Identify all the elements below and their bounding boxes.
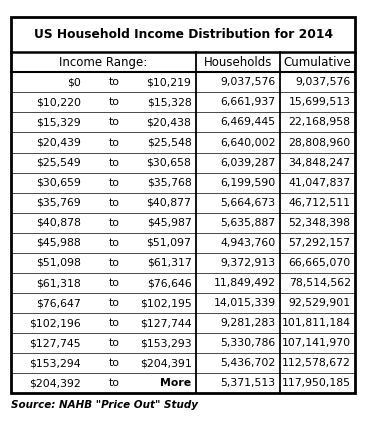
Text: to: to — [109, 378, 120, 388]
Text: 66,665,070: 66,665,070 — [288, 258, 351, 268]
Text: 57,292,157: 57,292,157 — [289, 238, 351, 248]
Text: 6,199,590: 6,199,590 — [220, 178, 276, 187]
Text: $10,219: $10,219 — [146, 77, 191, 87]
Text: 5,330,786: 5,330,786 — [220, 338, 276, 348]
Text: 6,469,445: 6,469,445 — [220, 117, 276, 127]
Text: $0: $0 — [67, 77, 81, 87]
Text: 46,712,511: 46,712,511 — [289, 198, 351, 208]
Text: $25,548: $25,548 — [147, 138, 191, 147]
Text: US Household Income Distribution for 2014: US Household Income Distribution for 201… — [34, 28, 332, 41]
Text: to: to — [109, 198, 120, 208]
Text: $25,549: $25,549 — [37, 157, 81, 168]
Text: $153,294: $153,294 — [30, 358, 81, 369]
Text: to: to — [109, 138, 120, 147]
Text: $40,878: $40,878 — [36, 218, 81, 228]
Text: $45,987: $45,987 — [147, 218, 191, 228]
Text: $35,769: $35,769 — [37, 198, 81, 208]
Text: $127,744: $127,744 — [140, 318, 191, 328]
Text: $204,392: $204,392 — [30, 378, 81, 388]
Text: $153,293: $153,293 — [140, 338, 191, 348]
Text: $127,745: $127,745 — [30, 338, 81, 348]
Text: $61,318: $61,318 — [37, 278, 81, 288]
Text: 117,950,185: 117,950,185 — [281, 378, 351, 388]
Text: 9,372,913: 9,372,913 — [220, 258, 276, 268]
Text: 112,578,672: 112,578,672 — [282, 358, 351, 369]
Text: to: to — [109, 238, 120, 248]
Text: $102,195: $102,195 — [140, 298, 191, 308]
Text: 11,849,492: 11,849,492 — [214, 278, 276, 288]
Text: to: to — [109, 338, 120, 348]
Text: $76,647: $76,647 — [37, 298, 81, 308]
Text: 5,635,887: 5,635,887 — [220, 218, 276, 228]
Text: $61,317: $61,317 — [147, 258, 191, 268]
Text: $45,988: $45,988 — [37, 238, 81, 248]
Text: $30,658: $30,658 — [146, 157, 191, 168]
Text: to: to — [109, 258, 120, 268]
Text: to: to — [109, 178, 120, 187]
Text: $15,328: $15,328 — [147, 97, 191, 108]
Text: 9,281,283: 9,281,283 — [220, 318, 276, 328]
Text: $10,220: $10,220 — [36, 97, 81, 108]
Text: More: More — [160, 378, 191, 388]
Text: $20,439: $20,439 — [36, 138, 81, 147]
Text: 101,811,184: 101,811,184 — [281, 318, 351, 328]
Text: 4,943,760: 4,943,760 — [220, 238, 276, 248]
Text: Income Range:: Income Range: — [59, 56, 147, 69]
Text: $15,329: $15,329 — [37, 117, 81, 127]
Text: 6,039,287: 6,039,287 — [220, 157, 276, 168]
Text: 52,348,398: 52,348,398 — [289, 218, 351, 228]
Text: 15,699,513: 15,699,513 — [289, 97, 351, 108]
Text: to: to — [109, 97, 120, 108]
Text: 22,168,958: 22,168,958 — [289, 117, 351, 127]
Text: to: to — [109, 117, 120, 127]
Text: 6,661,937: 6,661,937 — [220, 97, 276, 108]
Text: 6,640,002: 6,640,002 — [220, 138, 276, 147]
Text: $76,646: $76,646 — [147, 278, 191, 288]
Text: 5,371,513: 5,371,513 — [220, 378, 276, 388]
Text: Source: NAHB "Price Out" Study: Source: NAHB "Price Out" Study — [11, 400, 198, 410]
Text: 78,514,562: 78,514,562 — [289, 278, 351, 288]
Text: 5,664,673: 5,664,673 — [220, 198, 276, 208]
Text: 34,848,247: 34,848,247 — [289, 157, 351, 168]
Text: $35,768: $35,768 — [147, 178, 191, 187]
Text: 9,037,576: 9,037,576 — [295, 77, 351, 87]
Text: to: to — [109, 318, 120, 328]
Text: to: to — [109, 218, 120, 228]
Text: to: to — [109, 298, 120, 308]
Text: Cumulative: Cumulative — [284, 56, 351, 69]
Text: to: to — [109, 278, 120, 288]
Text: $20,438: $20,438 — [146, 117, 191, 127]
Text: $102,196: $102,196 — [30, 318, 81, 328]
Text: 92,529,901: 92,529,901 — [288, 298, 351, 308]
Text: to: to — [109, 157, 120, 168]
Text: 41,047,837: 41,047,837 — [288, 178, 351, 187]
Text: to: to — [109, 77, 120, 87]
Text: 107,141,970: 107,141,970 — [281, 338, 351, 348]
Bar — [11, 17, 355, 393]
Text: $51,098: $51,098 — [36, 258, 81, 268]
Text: to: to — [109, 358, 120, 369]
Text: 9,037,576: 9,037,576 — [220, 77, 276, 87]
Text: $51,097: $51,097 — [146, 238, 191, 248]
Text: 14,015,339: 14,015,339 — [213, 298, 276, 308]
Text: 28,808,960: 28,808,960 — [288, 138, 351, 147]
Text: $30,659: $30,659 — [36, 178, 81, 187]
Text: $204,391: $204,391 — [140, 358, 191, 369]
Text: 5,436,702: 5,436,702 — [220, 358, 276, 369]
Text: Households: Households — [204, 56, 272, 69]
Text: $40,877: $40,877 — [146, 198, 191, 208]
